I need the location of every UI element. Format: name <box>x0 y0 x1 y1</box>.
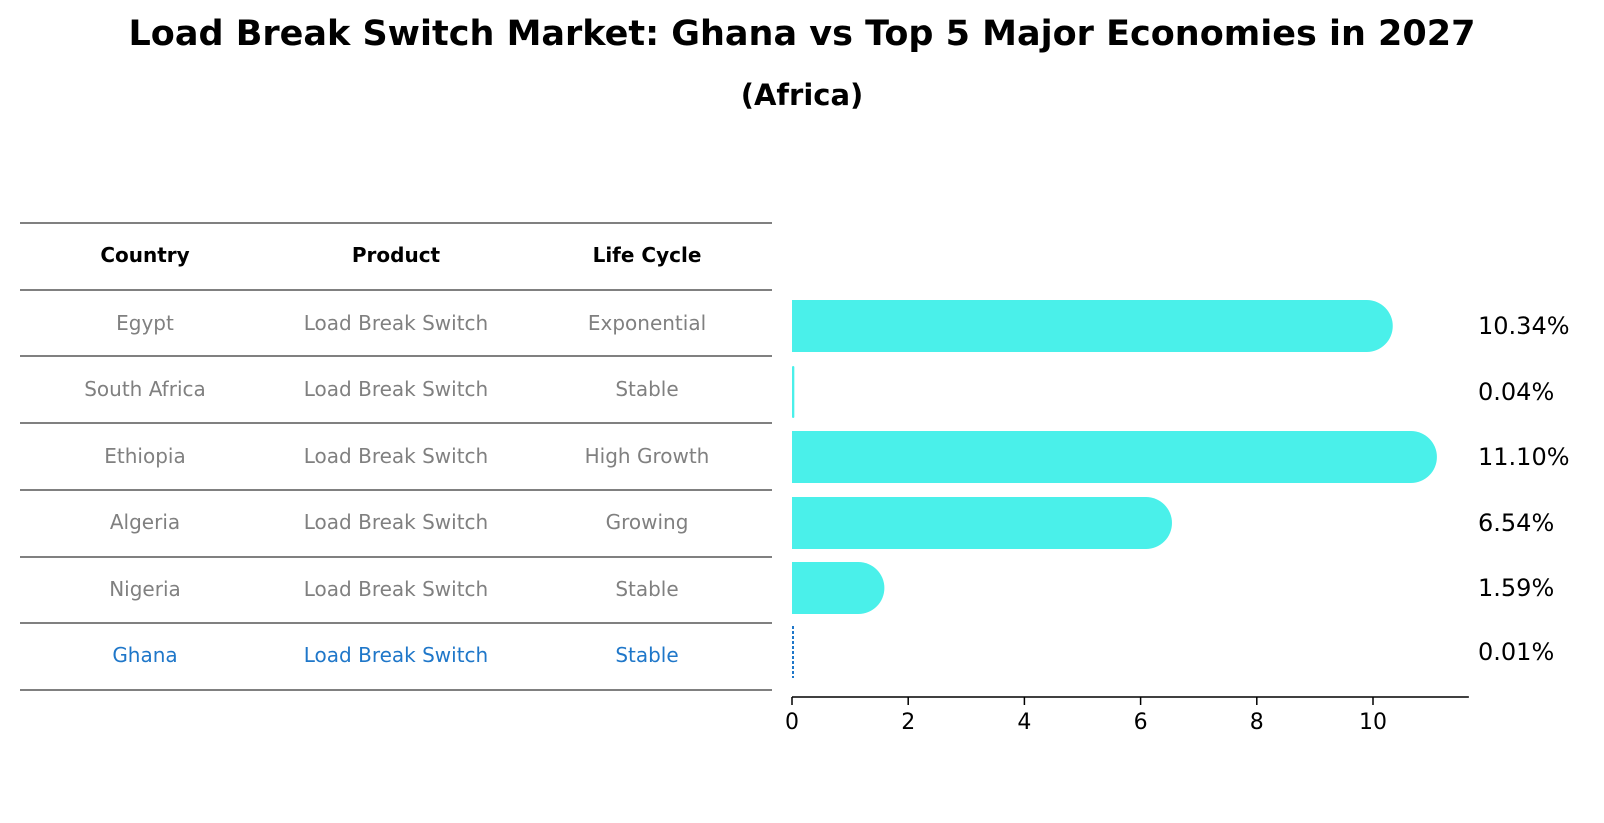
value-label: 1.59% <box>1478 574 1554 602</box>
table-header-1: Product <box>352 243 441 267</box>
table-cell-country: Algeria <box>110 510 180 534</box>
bar-ethiopia <box>792 431 1437 483</box>
chart-subtitle: (Africa) <box>740 78 864 112</box>
table-cell-country: Egypt <box>116 311 174 335</box>
x-tick-label: 2 <box>901 710 915 735</box>
value-label: 10.34% <box>1478 312 1570 340</box>
table-cell-country: South Africa <box>84 377 206 401</box>
x-tick-label: 6 <box>1134 710 1148 735</box>
table-cell-product: Load Break Switch <box>304 377 488 401</box>
table-cell-country: Ghana <box>112 643 177 667</box>
table-cell-life_cycle: Stable <box>615 577 678 601</box>
bar-egypt-base <box>792 300 818 352</box>
table-cell-product: Load Break Switch <box>304 577 488 601</box>
value-label: 0.04% <box>1478 378 1554 406</box>
bar-algeria-base <box>792 497 818 549</box>
table-cell-product: Load Break Switch <box>304 643 488 667</box>
table-cell-life_cycle: Stable <box>615 377 678 401</box>
table-cell-product: Load Break Switch <box>304 444 488 468</box>
table-cell-product: Load Break Switch <box>304 510 488 534</box>
table-header-2: Life Cycle <box>593 243 702 267</box>
table-cell-product: Load Break Switch <box>304 311 488 335</box>
value-label: 11.10% <box>1478 443 1570 471</box>
table-cell-country: Ethiopia <box>104 444 185 468</box>
value-label: 0.01% <box>1478 638 1554 666</box>
bar-south-africa <box>792 366 795 418</box>
bar-ethiopia-base <box>792 431 818 483</box>
x-tick-label: 4 <box>1017 710 1031 735</box>
x-tick-label: 10 <box>1359 710 1387 735</box>
table-cell-life_cycle: Stable <box>615 643 678 667</box>
table-cell-life_cycle: High Growth <box>585 444 710 468</box>
chart-title: Load Break Switch Market: Ghana vs Top 5… <box>128 14 1476 54</box>
table-header-0: Country <box>100 243 189 267</box>
table-cell-country: Nigeria <box>109 577 181 601</box>
value-label: 6.54% <box>1478 509 1554 537</box>
bar-nigeria-base <box>792 562 818 614</box>
bar-algeria <box>792 497 1172 549</box>
table-cell-life_cycle: Exponential <box>588 311 706 335</box>
x-tick-label: 8 <box>1250 710 1264 735</box>
bar-egypt <box>792 300 1393 352</box>
table-cell-life_cycle: Growing <box>606 510 689 534</box>
x-tick-label: 0 <box>785 710 799 735</box>
